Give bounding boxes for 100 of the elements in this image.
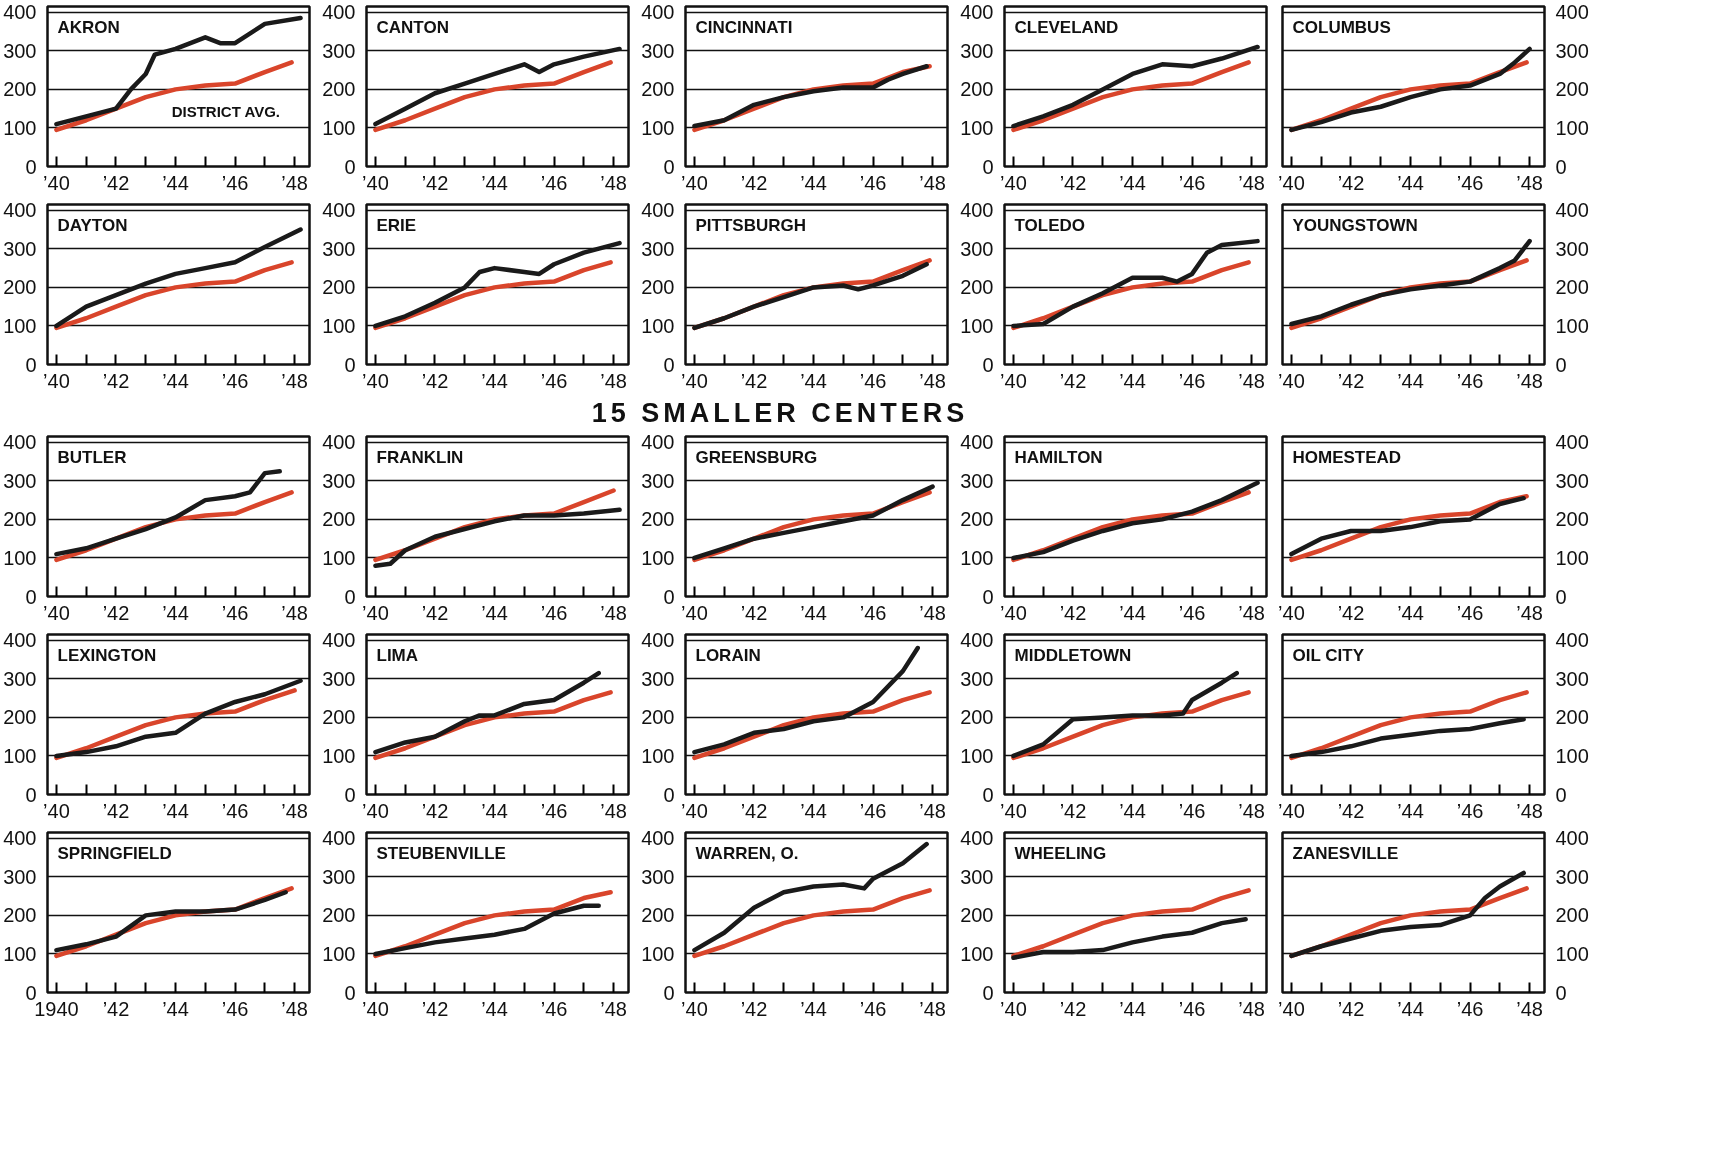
- y-tick-label: 300: [641, 865, 675, 888]
- x-tick-label: ’46: [540, 369, 568, 392]
- x-tick-label: ’44: [800, 799, 827, 822]
- x-tick-label: ’42: [1059, 369, 1087, 392]
- y-tick-label: 100: [960, 116, 994, 139]
- text: LORAIN: [695, 645, 761, 665]
- y-tick-label: 200: [322, 276, 356, 299]
- y-tick-label: 400: [960, 1, 994, 24]
- x-tick-label: ’42: [1337, 799, 1365, 822]
- x-tick-label: ’44: [800, 997, 827, 1020]
- y-tick-label: 0: [1555, 585, 1567, 608]
- x-tick-label: ’48: [281, 171, 308, 194]
- y-tick-label: 200: [3, 78, 37, 101]
- text: CINCINNATI: [695, 17, 793, 37]
- y-tick-label: 400: [3, 199, 37, 222]
- x-tick-label: ’40: [1278, 171, 1305, 194]
- x-tick-label: ’46: [1178, 601, 1206, 624]
- x-tick-label: ’40: [1278, 799, 1305, 822]
- y-tick-label: 300: [1555, 39, 1589, 62]
- x-tick-label: ’46: [221, 997, 249, 1020]
- x-tick-label: ’40: [1000, 799, 1027, 822]
- x-tick-label: ’48: [600, 171, 627, 194]
- y-tick-label: 0: [344, 155, 356, 178]
- x-tick-label: ’40: [681, 369, 708, 392]
- x-tick-label: ’48: [600, 369, 627, 392]
- y-tick-label: 0: [982, 155, 994, 178]
- x-tick-label: ’42: [102, 171, 130, 194]
- x-tick-label: ’46: [540, 171, 568, 194]
- x-tick-label: ’44: [1119, 171, 1146, 194]
- y-tick-label: 300: [641, 237, 675, 260]
- y-tick-label: 400: [322, 827, 356, 850]
- y-tick-label: 100: [641, 116, 675, 139]
- y-tick-label: 200: [322, 78, 356, 101]
- y-tick-label: 100: [322, 116, 356, 139]
- x-tick-label: ’48: [1238, 171, 1265, 194]
- x-tick-label: ’42: [102, 369, 130, 392]
- y-tick-label: 200: [3, 904, 37, 927]
- y-tick-label: 100: [641, 744, 675, 767]
- y-tick-label: 0: [982, 783, 994, 806]
- x-tick-label: ’44: [481, 799, 508, 822]
- y-tick-label: 300: [1555, 667, 1589, 690]
- x-tick-label: ’40: [1278, 601, 1305, 624]
- x-tick-label: ’40: [43, 799, 70, 822]
- y-tick-label: 100: [641, 314, 675, 337]
- y-tick-label: 400: [322, 199, 356, 222]
- x-tick-label: ’40: [681, 799, 708, 822]
- x-tick-label: ’46: [1178, 171, 1206, 194]
- y-tick-label: 400: [960, 199, 994, 222]
- x-tick-label: ’48: [1516, 369, 1543, 392]
- x-tick-label: ’44: [1119, 601, 1146, 624]
- x-tick-label: ’46: [540, 601, 568, 624]
- x-tick-label: ’42: [740, 799, 768, 822]
- y-tick-label: 0: [25, 585, 37, 608]
- x-tick-label: ’44: [481, 997, 508, 1020]
- x-tick-label: ’42: [740, 171, 768, 194]
- x-tick-label: ’42: [102, 997, 130, 1020]
- x-tick-label: ’48: [1238, 369, 1265, 392]
- x-tick-label: ’44: [162, 799, 189, 822]
- y-tick-label: 200: [322, 508, 356, 531]
- x-tick-label: ’44: [1397, 601, 1424, 624]
- y-tick-label: 0: [663, 155, 675, 178]
- y-tick-label: 200: [641, 78, 675, 101]
- x-tick-label: ’44: [800, 369, 827, 392]
- y-tick-label: 400: [3, 827, 37, 850]
- y-tick-label: 200: [641, 508, 675, 531]
- y-tick-label: 300: [960, 667, 994, 690]
- x-tick-label: ’44: [1397, 171, 1424, 194]
- y-tick-label: 100: [3, 744, 37, 767]
- text: SPRINGFIELD: [57, 843, 172, 863]
- x-tick-label: ’48: [919, 369, 946, 392]
- y-tick-label: 300: [322, 469, 356, 492]
- x-tick-label: ’48: [600, 601, 627, 624]
- text: GREENSBURG: [695, 447, 818, 467]
- x-tick-label: ’40: [362, 171, 389, 194]
- y-tick-label: 300: [1555, 237, 1589, 260]
- x-tick-label: ’42: [740, 997, 768, 1020]
- y-tick-label: 0: [1555, 353, 1567, 376]
- y-tick-label: 300: [322, 39, 356, 62]
- x-tick-label: 1940: [34, 997, 79, 1020]
- y-tick-label: 300: [322, 237, 356, 260]
- x-tick-label: ’44: [162, 601, 189, 624]
- x-tick-label: ’44: [1397, 369, 1424, 392]
- x-tick-label: ’46: [859, 799, 887, 822]
- x-tick-label: ’46: [1178, 799, 1206, 822]
- x-tick-label: ’42: [1059, 799, 1087, 822]
- x-tick-label: ’40: [43, 369, 70, 392]
- text: OIL CITY: [1292, 645, 1365, 665]
- x-tick-label: ’40: [681, 997, 708, 1020]
- y-tick-label: 0: [663, 353, 675, 376]
- x-tick-label: ’48: [281, 997, 308, 1020]
- x-tick-label: ’44: [481, 171, 508, 194]
- y-tick-label: 300: [960, 237, 994, 260]
- y-tick-label: 100: [322, 546, 356, 569]
- x-tick-label: ’48: [919, 997, 946, 1020]
- x-tick-label: ’46: [859, 601, 887, 624]
- y-tick-label: 400: [1555, 199, 1589, 222]
- x-tick-label: ’42: [421, 601, 449, 624]
- x-tick-label: ’44: [800, 601, 827, 624]
- y-tick-label: 0: [663, 783, 675, 806]
- x-tick-label: ’46: [1178, 369, 1206, 392]
